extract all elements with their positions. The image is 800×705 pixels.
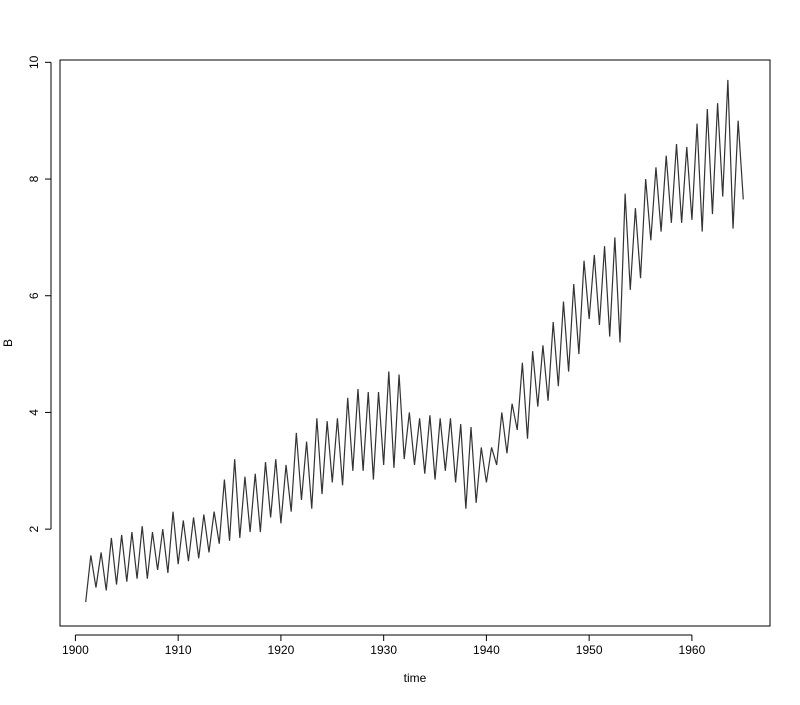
y-tick-label: 2 (27, 525, 41, 532)
y-tick-label: 4 (27, 409, 41, 416)
x-tick-label: 1910 (165, 643, 192, 657)
y-axis-label: B (1, 339, 15, 347)
x-tick-label: 1900 (62, 643, 89, 657)
x-tick-label: 1920 (268, 643, 295, 657)
y-tick-label: 10 (27, 55, 41, 69)
data-line (85, 79, 744, 603)
plot-frame (59, 59, 771, 627)
x-tick-label: 1950 (576, 643, 603, 657)
x-tick-label: 1930 (370, 643, 397, 657)
x-tick-label: 1940 (473, 643, 500, 657)
x-tick-label: 1960 (679, 643, 706, 657)
y-tick-label: 8 (27, 175, 41, 182)
y-tick-label: 6 (27, 292, 41, 299)
x-axis-label: time (404, 671, 427, 685)
